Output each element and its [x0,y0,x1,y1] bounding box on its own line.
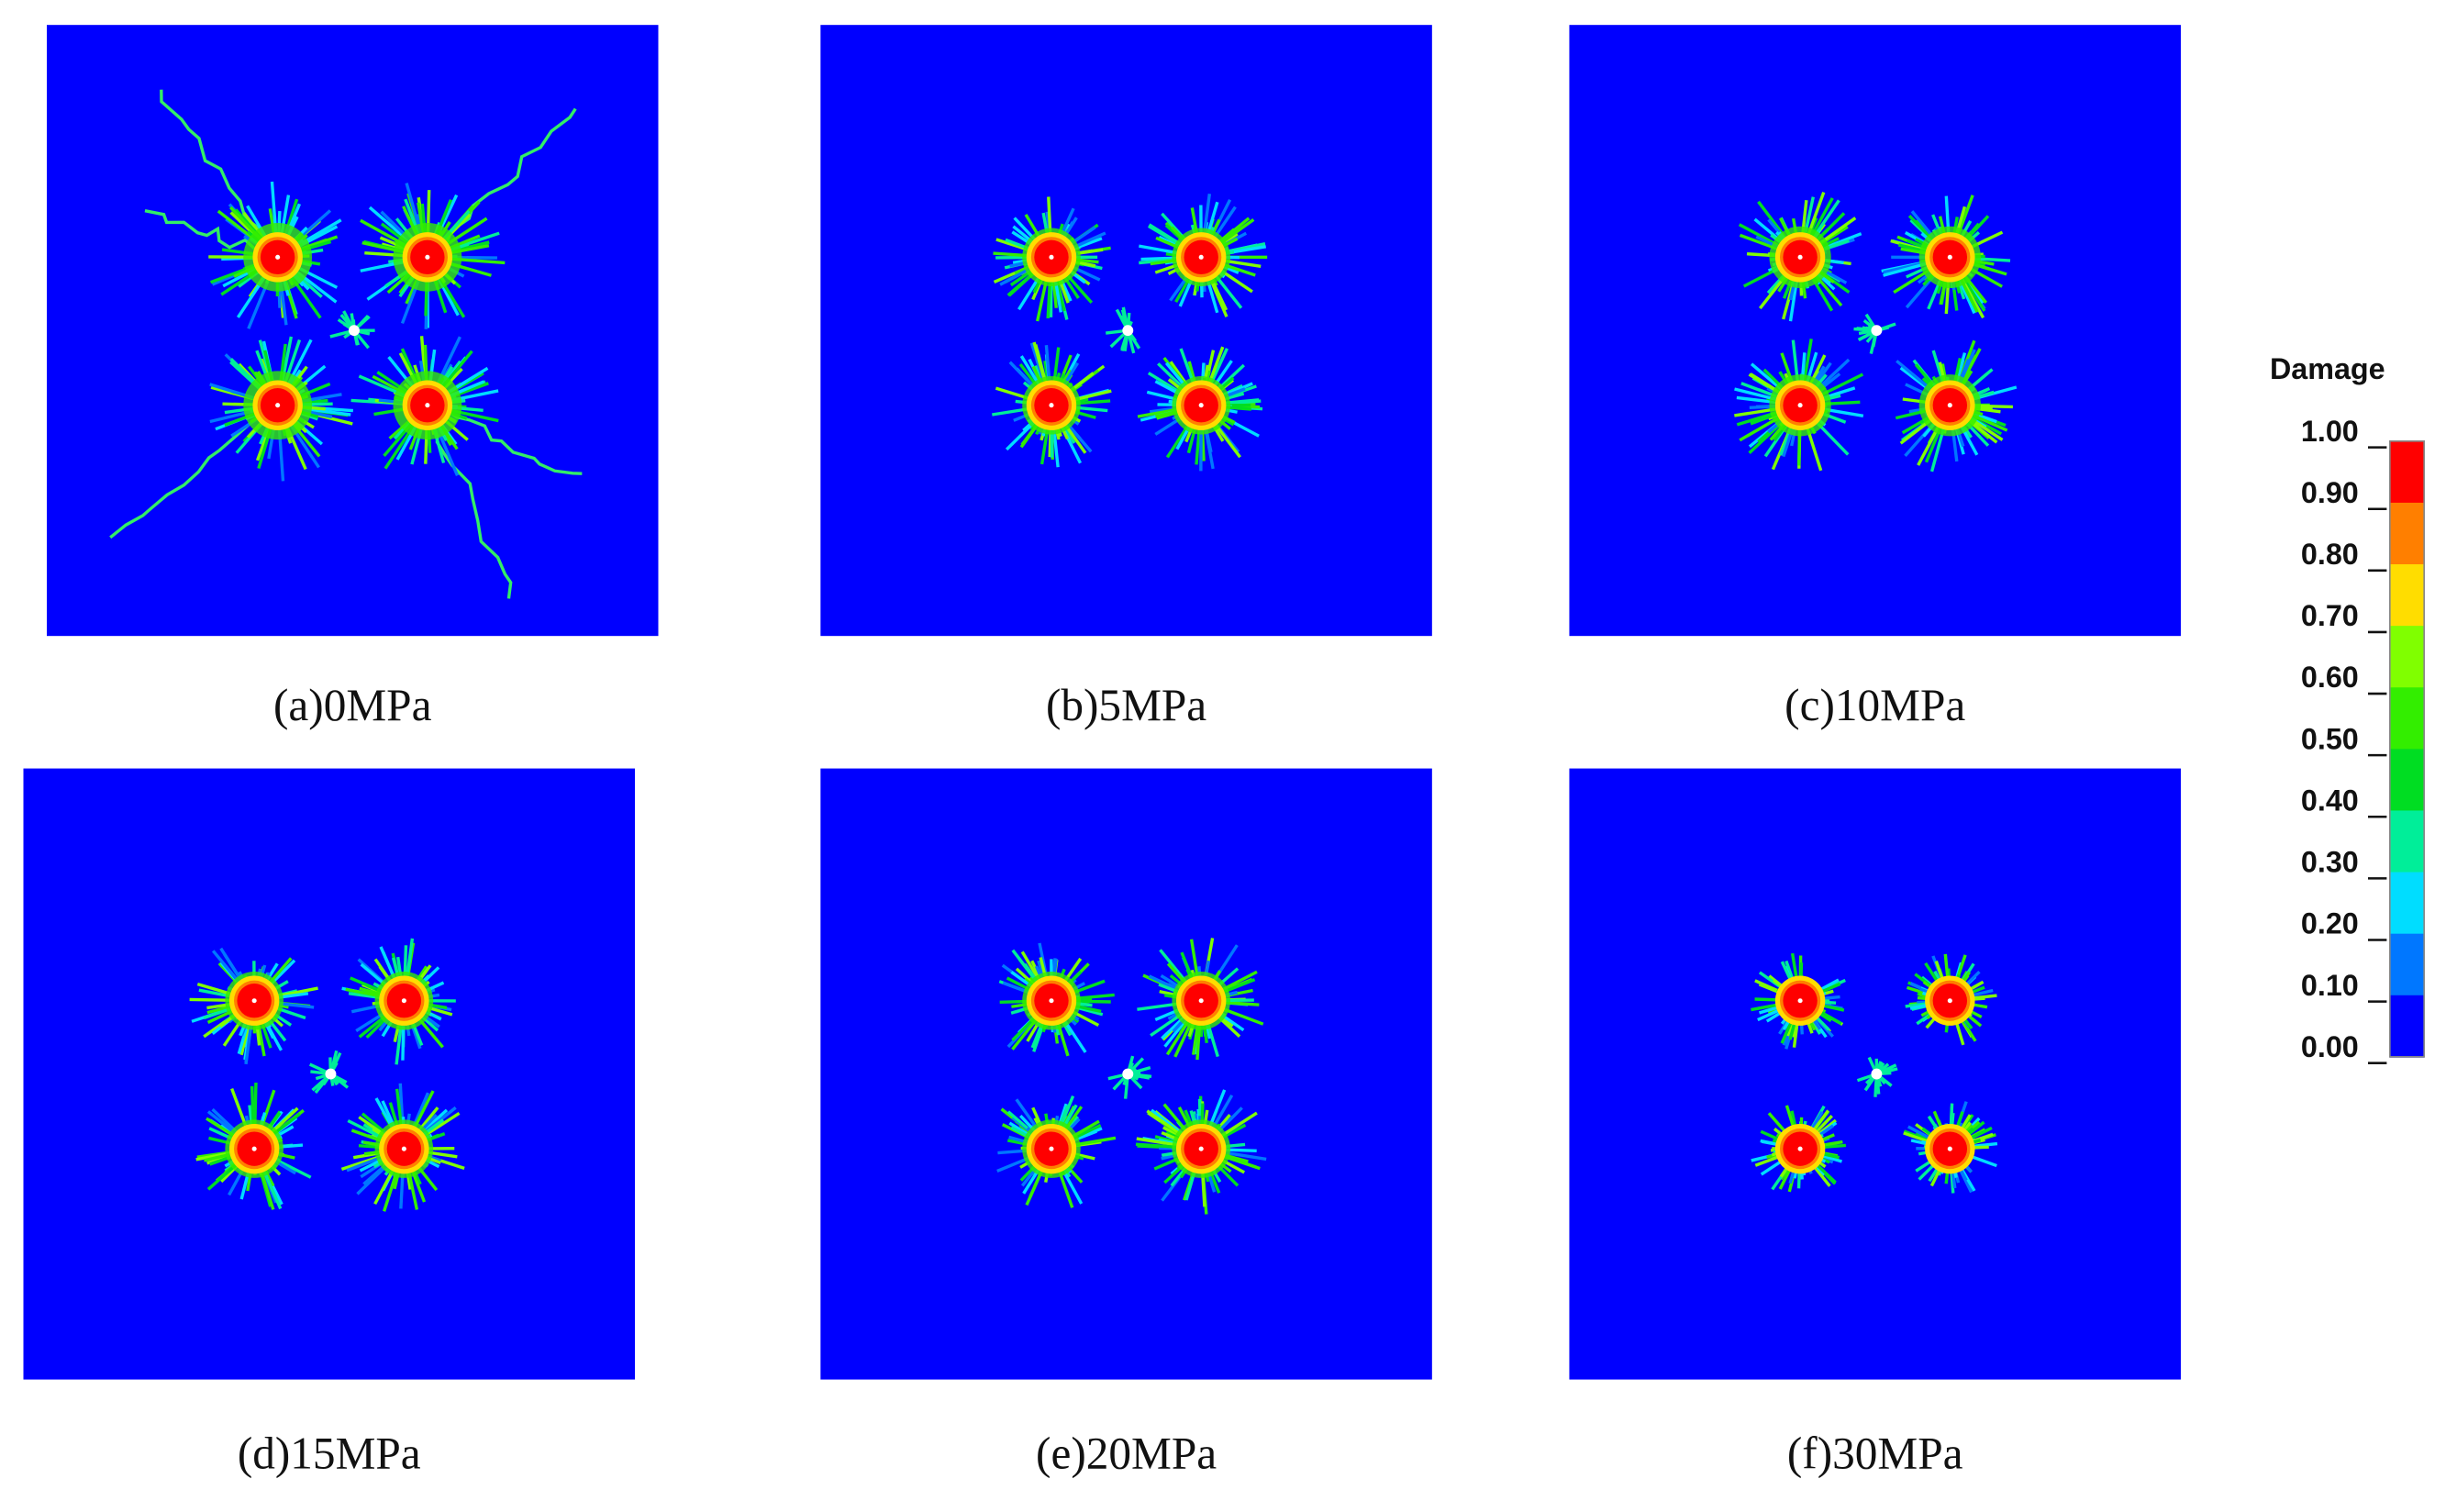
blast-hole [275,254,281,260]
blast-hole [1198,998,1204,1004]
blast-hole [1947,403,1952,408]
blast-hole [1797,254,1803,260]
blast-hole [1947,998,1952,1004]
blast-hole [1797,998,1803,1004]
colorbar-tick-label: 0.30 [2301,846,2359,879]
blast-hole [1797,403,1803,408]
colorbar-tick-label: 0.40 [2301,784,2359,817]
blast-hole [1198,1146,1204,1151]
blast-hole [1947,1146,1952,1151]
center-hole [1871,1068,1883,1080]
panel-label: (b)5MPa [1046,680,1206,730]
center-hole [349,325,360,337]
panel-label: (f)30MPa [1787,1428,1963,1478]
colorbar: Damage 1.00 0.90 0.80 0.70 0.60 0.50 0.40 0.30 0… [2270,352,2426,1064]
blast-hole [275,403,281,408]
blast-hole [1797,1146,1803,1151]
colorbar-tick-label: 0.60 [2301,661,2359,694]
blast-hole [1049,254,1054,260]
colorbar-tick-label: 0.50 [2301,722,2359,755]
colorbar-tick-label: 0.00 [2301,1030,2359,1063]
colorbar-segment [2389,626,2425,689]
blast-hole [251,998,257,1004]
blast-hole [425,403,430,408]
panel-label: (c)10MPa [1784,680,1965,730]
colorbar-title: Damage [2270,352,2385,385]
panel: (e)20MPa [820,768,1432,1478]
center-hole [325,1068,337,1080]
colorbar-segment [2389,440,2425,504]
panels: (a)0MPa (b)5MPa (c)10MPa (d)15MPa (e)20MPa (f… [23,25,2181,1478]
colorbar-segment [2389,564,2425,627]
blast-hole [1198,254,1204,260]
colorbar-segment [2389,872,2425,935]
panel: (f)30MPa [1569,768,2181,1478]
colorbar-tick-label: 0.10 [2301,969,2359,1002]
blast-hole [1049,1146,1054,1151]
center-hole [1122,1068,1134,1080]
colorbar-tick-label: 0.90 [2301,476,2359,509]
colorbar-segment [2389,687,2425,750]
panel: (a)0MPa [47,25,659,730]
colorbar-segment [2389,933,2425,996]
panel: (b)5MPa [820,25,1432,730]
blast-hole [401,998,406,1004]
panel-label: (d)15MPa [238,1428,421,1478]
colorbar-tick-label: 0.70 [2301,599,2359,632]
colorbar-segment [2389,502,2425,565]
colorbar-tick-label: 0.80 [2301,538,2359,571]
blast-hole [1049,998,1054,1004]
blast-hole [425,254,430,260]
center-hole [1122,325,1134,337]
panel: (c)10MPa [1569,25,2181,730]
blast-hole [1198,403,1204,408]
blast-hole [401,1146,406,1151]
colorbar-frame [2388,439,2426,1058]
panel-label: (e)20MPa [1036,1428,1217,1478]
blast-hole [251,1146,257,1151]
panel: (d)15MPa [23,768,636,1478]
blast-hole [1947,254,1952,260]
colorbar-segment [2389,995,2425,1058]
colorbar-tick-label: 0.20 [2301,907,2359,940]
colorbar-segment [2389,749,2425,812]
center-hole [1871,325,1883,337]
colorbar-tick-label: 1.00 [2301,415,2359,448]
blast-hole [1049,403,1054,408]
panel-label: (a)0MPa [273,680,432,730]
colorbar-segment [2389,810,2425,873]
